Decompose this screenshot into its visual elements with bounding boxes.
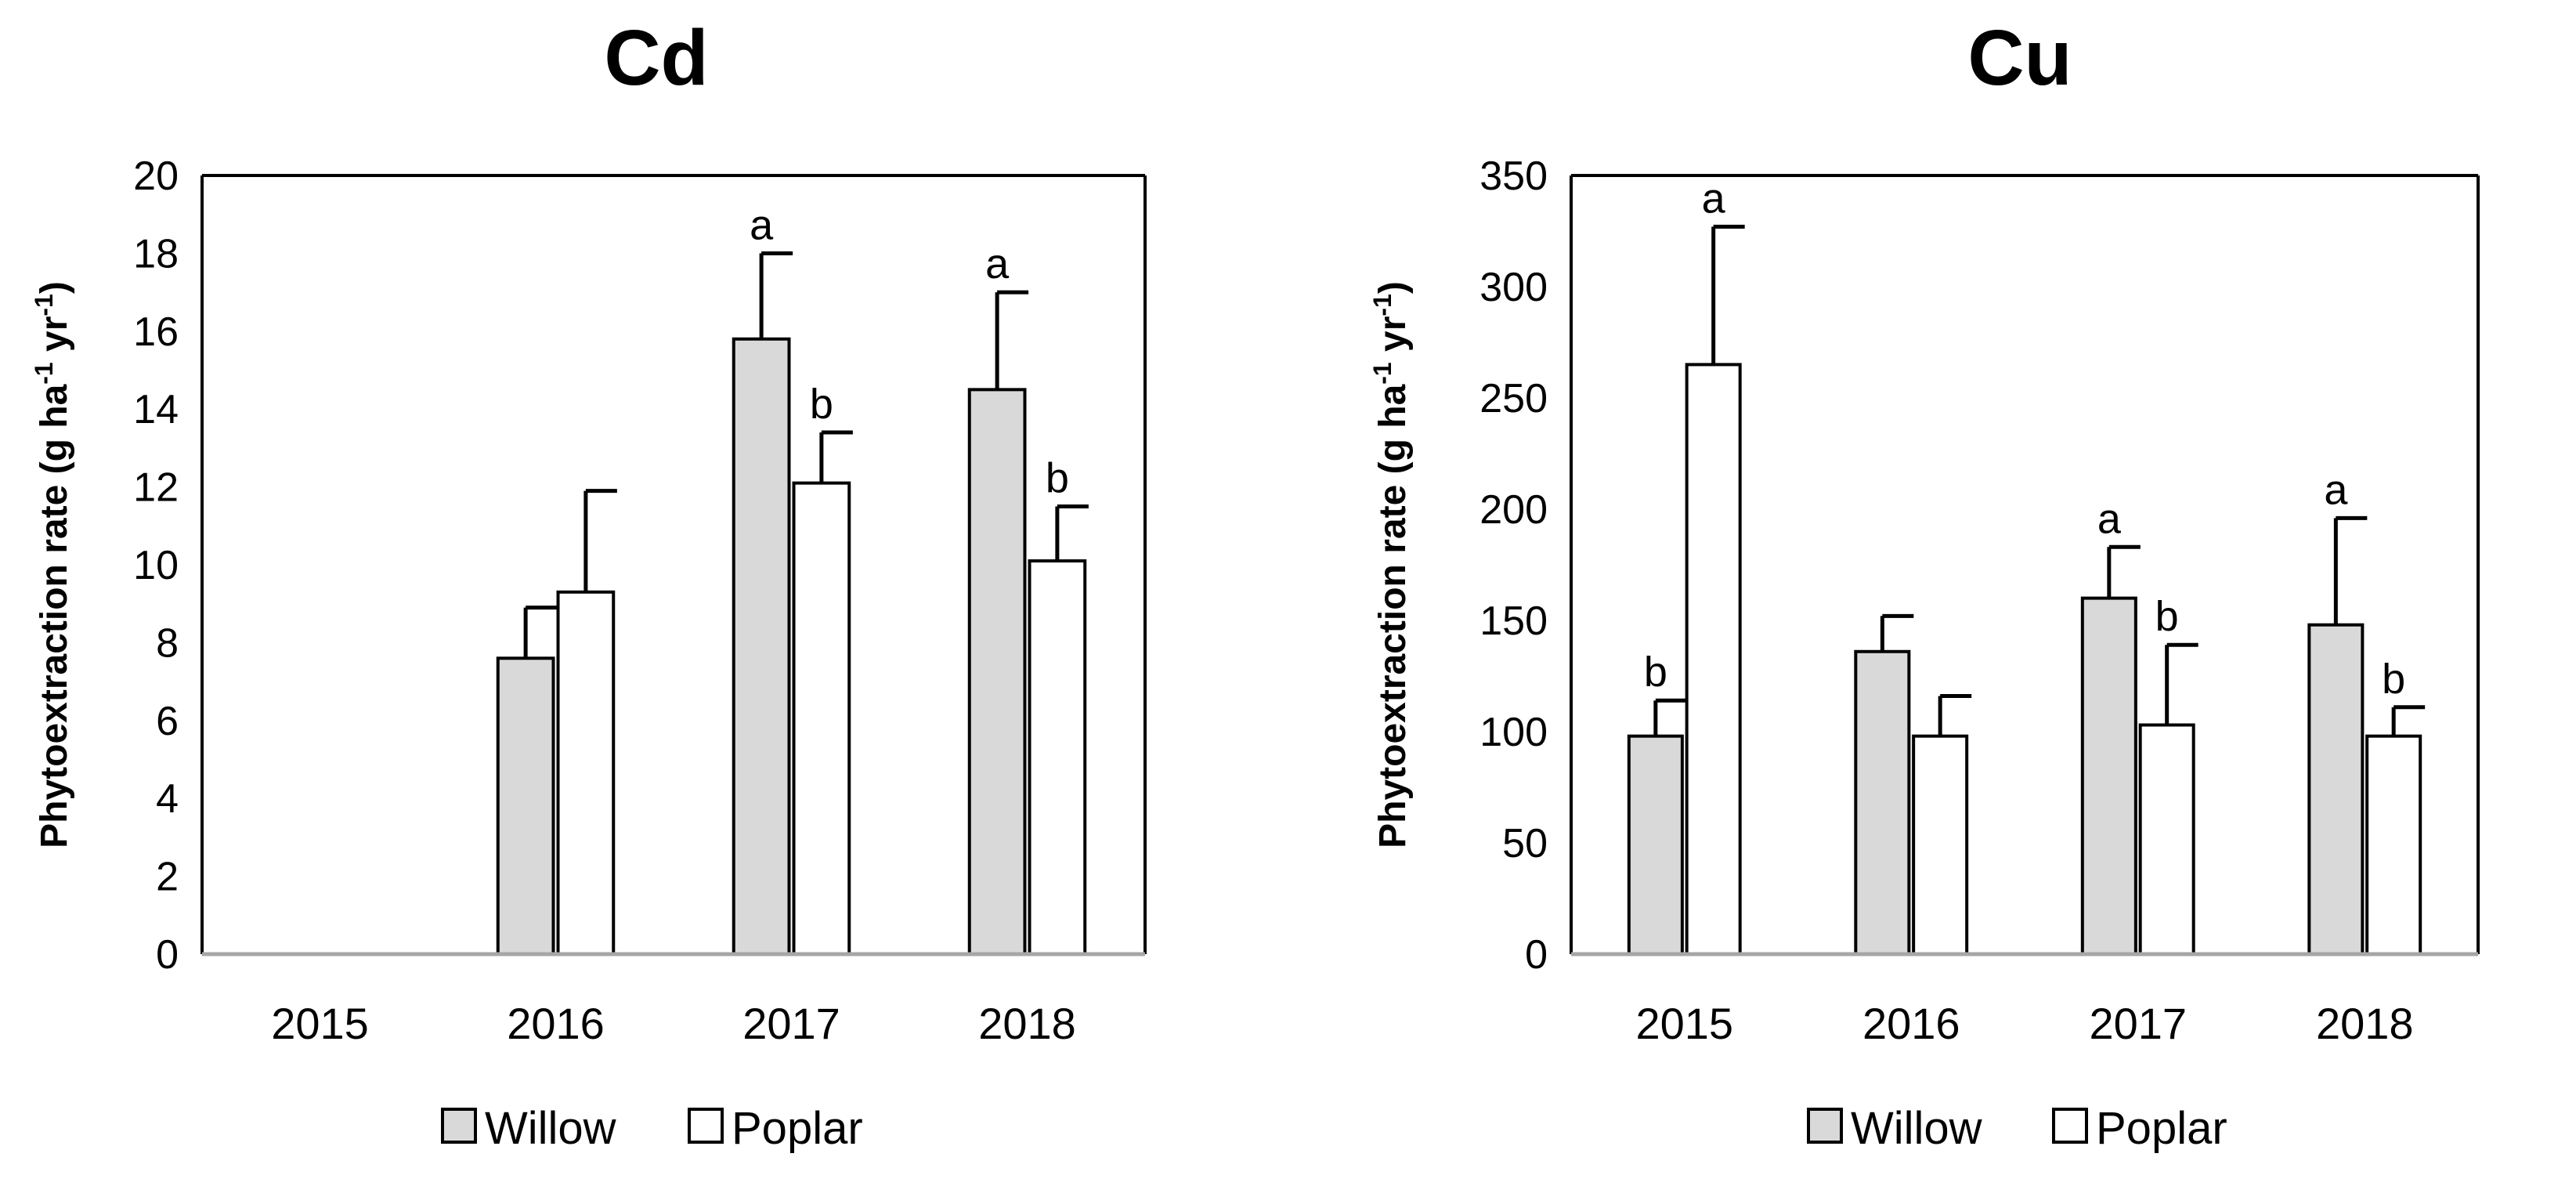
x-category-label: 2017	[742, 999, 840, 1048]
significance-label: b	[810, 381, 833, 428]
bar-poplar	[792, 481, 851, 956]
y-tick-label: 150	[1479, 598, 1548, 644]
chart-title: Cd	[604, 14, 708, 102]
y-tick-label: 50	[1502, 821, 1548, 866]
bar-willow	[967, 388, 1027, 956]
y-tick-label: 12	[133, 465, 179, 511]
y-axis-label: Phytoextraction rate (g ha-1 yr-1)	[30, 281, 75, 848]
y-axis-label: Phytoextraction rate (g ha-1 yr-1)	[1368, 281, 1414, 848]
x-category-label: 2017	[2089, 999, 2187, 1048]
y-tick-label: 2	[156, 855, 179, 900]
x-category-label: 2016	[507, 999, 605, 1048]
y-tick-label: 0	[156, 932, 179, 978]
bar-poplar	[1912, 734, 1969, 956]
x-category-label: 2015	[1635, 999, 1733, 1048]
bar-poplar	[2138, 723, 2195, 956]
x-category-label: 2016	[1862, 999, 1960, 1048]
legend-swatch-poplar	[688, 1108, 724, 1144]
x-category-label: 2018	[2316, 999, 2414, 1048]
legend-label-poplar: Poplar	[2096, 1103, 2227, 1154]
legend-swatch-willow	[441, 1108, 477, 1144]
y-tick-label: 4	[156, 776, 179, 822]
y-tick-label: 16	[133, 309, 179, 355]
bar-willow	[1627, 734, 1684, 956]
chart-panel-cu: Cu 0 50 100 150 200 250 300 350 Phytoextraction r…	[1288, 0, 2576, 1182]
bar-willow	[496, 656, 555, 956]
bar-willow	[732, 337, 791, 956]
bar-poplar	[1028, 559, 1087, 956]
legend-label-willow: Willow	[485, 1103, 617, 1154]
legend-label-willow: Willow	[1851, 1103, 1983, 1154]
chart-title: Cu	[1967, 14, 2072, 102]
chart-svg-cd: Cd 0 2 4 6 8 10 12 14 16 18 20 Phytoextraction rate …	[30, 14, 1147, 1154]
bar-willow	[2080, 596, 2137, 956]
y-tick-label: 300	[1479, 265, 1548, 310]
significance-label: a	[985, 240, 1010, 287]
y-tick-label: 0	[1525, 932, 1548, 978]
bar-willow	[1854, 649, 1911, 956]
significance-label: b	[1644, 649, 1667, 696]
y-tick-label: 10	[133, 543, 179, 588]
significance-label: a	[2097, 495, 2122, 542]
chart-panel-cd: Cd 0 2 4 6 8 10 12 14 16 18 20 Phytoextraction rate …	[0, 0, 1288, 1182]
bar-willow	[2307, 623, 2365, 956]
y-tick-label: 350	[1479, 154, 1548, 199]
y-tick-label: 250	[1479, 376, 1548, 421]
significance-label: a	[2324, 466, 2348, 513]
legend-swatch-willow	[1807, 1108, 1843, 1144]
legend-label-poplar: Poplar	[732, 1103, 863, 1154]
bar-poplar	[1685, 363, 1742, 956]
chart-svg-cu: Cu 0 50 100 150 200 250 300 350 Phytoextraction r…	[1368, 14, 2480, 1154]
y-tick-label: 100	[1479, 710, 1548, 755]
significance-label: a	[1702, 175, 1726, 222]
significance-label: b	[1046, 454, 1069, 501]
y-tick-label: 200	[1479, 487, 1548, 533]
significance-label: b	[2155, 593, 2179, 640]
x-category-label: 2015	[271, 999, 369, 1048]
y-tick-label: 14	[133, 387, 179, 432]
legend-swatch-poplar	[2052, 1108, 2088, 1144]
x-category-label: 2018	[978, 999, 1076, 1048]
y-tick-label: 8	[156, 620, 179, 666]
bar-poplar	[556, 590, 616, 956]
significance-label: a	[750, 201, 774, 248]
bar-poplar	[2365, 734, 2422, 956]
y-tick-label: 18	[133, 231, 179, 277]
significance-label: b	[2382, 656, 2405, 703]
y-tick-label: 6	[156, 699, 179, 744]
y-tick-label: 20	[133, 154, 179, 199]
